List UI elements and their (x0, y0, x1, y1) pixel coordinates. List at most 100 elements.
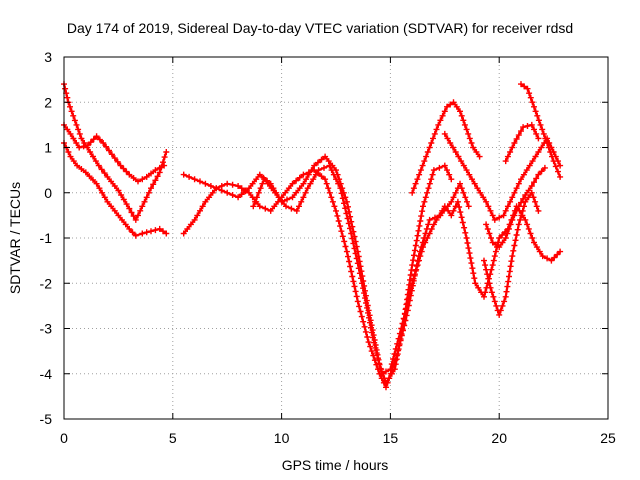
data-point (303, 176, 310, 183)
data-point (108, 151, 115, 158)
data-point (520, 171, 527, 178)
data-point (492, 248, 499, 255)
data-point (238, 191, 245, 198)
data-point (501, 298, 508, 305)
data-point (483, 266, 490, 273)
data-point (130, 175, 137, 181)
data-point (75, 126, 82, 133)
data-point (333, 207, 339, 214)
data-point (437, 117, 444, 124)
data-point (348, 230, 355, 237)
data-point (282, 189, 289, 196)
data-point (450, 144, 456, 151)
data-point (180, 230, 187, 237)
data-point (507, 149, 514, 155)
data-point (511, 212, 518, 219)
data-point (557, 248, 564, 255)
series-track-2 (61, 81, 170, 223)
data-point (318, 156, 325, 163)
data-point (64, 126, 71, 133)
data-point (531, 179, 537, 186)
y-tick-label: 1 (44, 140, 52, 156)
data-point (466, 171, 473, 178)
data-point (262, 205, 269, 212)
data-point (485, 203, 492, 210)
data-point (480, 194, 487, 201)
data-point (235, 194, 242, 201)
data-point (531, 239, 537, 246)
data-point (289, 180, 296, 187)
data-point (474, 185, 481, 192)
data-point (330, 171, 337, 178)
data-point (339, 195, 346, 202)
data-point (460, 117, 467, 124)
data-point (328, 194, 335, 201)
data-point (518, 212, 525, 219)
data-point (229, 192, 236, 198)
data-point (250, 203, 257, 210)
data-point (341, 200, 347, 207)
data-point (467, 255, 474, 262)
data-point (455, 153, 462, 160)
data-point (390, 356, 397, 362)
data-point (535, 207, 542, 214)
data-point (424, 189, 431, 196)
data-point (160, 228, 166, 235)
data-point (197, 178, 203, 185)
data-point (259, 180, 266, 187)
y-tick-label: 2 (44, 94, 52, 110)
data-point (206, 194, 213, 201)
data-point (520, 195, 527, 202)
data-point (419, 208, 426, 215)
data-point (507, 263, 514, 270)
data-point (422, 239, 429, 246)
series-line (62, 83, 168, 221)
data-point (486, 280, 493, 287)
data-point (255, 189, 262, 196)
data-point (515, 221, 522, 228)
data-point (333, 176, 339, 183)
data-point (496, 311, 503, 318)
data-point (532, 108, 539, 115)
series-track-11 (502, 121, 542, 165)
data-point (484, 271, 491, 278)
data-point (111, 183, 118, 189)
data-point (506, 268, 513, 275)
data-point (108, 178, 115, 185)
data-point (101, 170, 108, 177)
x-tick-label: 10 (274, 430, 290, 446)
data-point (468, 140, 475, 146)
data-point (496, 214, 503, 221)
data-point (428, 176, 435, 183)
data-point (293, 207, 300, 214)
data-point (468, 260, 475, 267)
data-point (106, 147, 112, 154)
data-point (500, 212, 507, 219)
data-point (249, 180, 256, 187)
data-point (544, 140, 551, 146)
data-point (108, 203, 115, 210)
data-point (238, 185, 245, 192)
data-point (359, 280, 366, 287)
data-point (464, 198, 470, 205)
data-point (423, 153, 430, 160)
data-point (163, 230, 170, 237)
data-point (544, 255, 551, 262)
data-point (335, 218, 342, 224)
data-point (417, 253, 424, 260)
data-point (452, 189, 459, 196)
data-point (507, 198, 514, 205)
data-point (470, 144, 477, 151)
data-point (143, 173, 150, 180)
data-point (80, 143, 87, 150)
data-point (485, 275, 492, 282)
data-point (351, 245, 358, 252)
data-point (199, 203, 206, 210)
data-point (285, 185, 292, 192)
data-point (502, 207, 509, 214)
data-point (481, 293, 487, 300)
data-point (87, 139, 94, 146)
data-point (526, 162, 533, 169)
data-point (87, 149, 94, 155)
data-point (514, 226, 521, 233)
